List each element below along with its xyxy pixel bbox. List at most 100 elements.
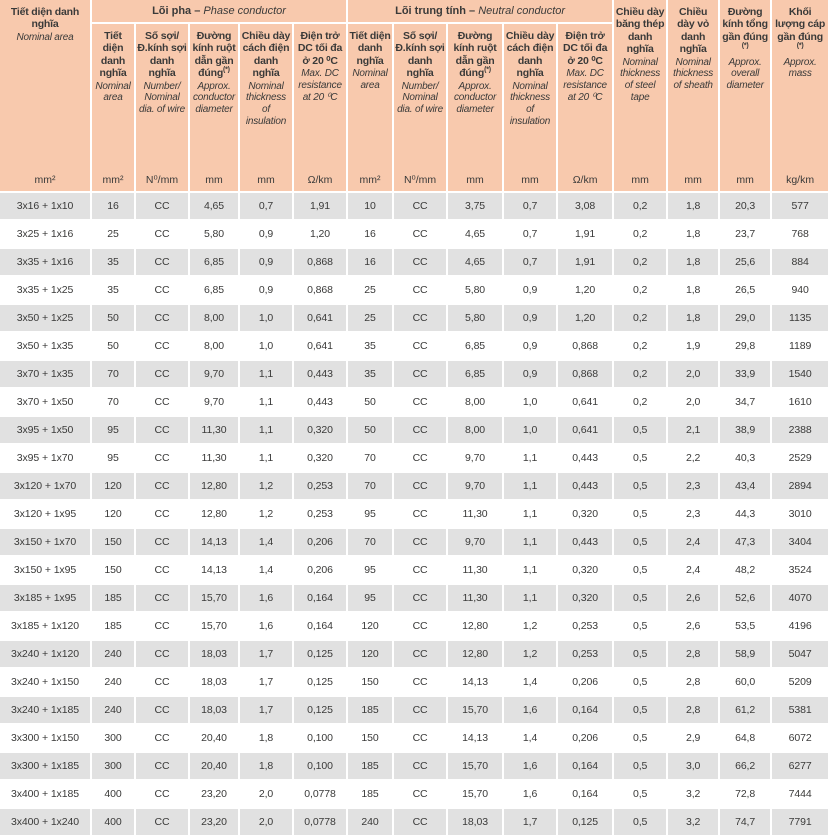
cell: CC	[136, 669, 188, 695]
cell: CC	[136, 417, 188, 443]
cell: 3x300 + 1x185	[0, 753, 90, 779]
cell: 0,5	[614, 669, 667, 695]
cell: 2,4	[668, 557, 719, 583]
cell: 1,4	[240, 557, 292, 583]
cell: 14,13	[448, 725, 503, 751]
header-label-vi: Điện trở DC tối đa ở 20 ⁰C	[297, 30, 343, 67]
column-header-nominal-area: Tiết diện danh nghĩa Nominal area mm²	[0, 0, 90, 191]
cell: 1,6	[504, 781, 557, 807]
cell: 0,9	[240, 221, 292, 247]
cell: 185	[348, 697, 393, 723]
cell: CC	[136, 445, 188, 471]
cell: 3,08	[558, 193, 613, 219]
cell: CC	[394, 557, 447, 583]
cell: 8,00	[448, 417, 503, 443]
unit-label: mm	[631, 174, 649, 186]
cell: 1610	[772, 389, 828, 415]
cell: 0,2	[614, 249, 667, 275]
cell: 0,0778	[294, 809, 347, 835]
group-header-row: Tiết diện danh nghĩa Nominal area mm² Lõ…	[0, 0, 828, 191]
cell: CC	[136, 305, 188, 331]
cell: 0,9	[504, 277, 557, 303]
cell: 0,320	[294, 417, 347, 443]
cell: 0,320	[558, 585, 613, 611]
cell: 1,1	[240, 361, 292, 387]
cell: 18,03	[190, 669, 238, 695]
column-header-mass: Khối lượng cáp gần đúng (*) Approx. mass…	[772, 0, 828, 191]
cell: 0,7	[240, 193, 292, 219]
cell: 1,1	[240, 389, 292, 415]
cell: 3x50 + 1x35	[0, 333, 90, 359]
cell: CC	[136, 753, 188, 779]
cell: 0,5	[614, 473, 667, 499]
cell: 1,20	[294, 221, 347, 247]
cell: 50	[348, 389, 393, 415]
cell: 240	[348, 809, 393, 835]
cell: 25,6	[720, 249, 771, 275]
cell: 48,2	[720, 557, 771, 583]
cell: 6,85	[448, 361, 503, 387]
cell: 7791	[772, 809, 828, 835]
cell: CC	[394, 417, 447, 443]
cell: 3x300 + 1x150	[0, 725, 90, 751]
cell: 61,2	[720, 697, 771, 723]
cell: 95	[348, 501, 393, 527]
cell: 18,03	[448, 809, 503, 835]
cell: 25	[92, 221, 134, 247]
cell: 185	[348, 753, 393, 779]
cell: 0,2	[614, 221, 667, 247]
header-label-vi: Số sợi/ Đ.kính sợi danh nghĩa	[395, 30, 445, 80]
cell: 150	[92, 557, 134, 583]
cell: CC	[394, 529, 447, 555]
cell: 47,3	[720, 529, 771, 555]
table-row: 3x185 + 1x120 185 CC 15,70 1,6 0,164 120 CC 12,8…	[0, 613, 828, 639]
cell: 150	[348, 725, 393, 751]
cell: CC	[394, 473, 447, 499]
cell: 0,5	[614, 445, 667, 471]
cell: 1,2	[504, 641, 557, 667]
cell: 11,30	[448, 585, 503, 611]
table-row: 3x95 + 1x70 95 CC 11,30 1,1 0,320 70 CC 9,70 1,1 0…	[0, 445, 828, 471]
cell: 2,3	[668, 501, 719, 527]
header-label-en: Max. DC resistance at 20 ⁰C	[563, 68, 607, 103]
cell: CC	[394, 333, 447, 359]
cell: 1,6	[504, 697, 557, 723]
cell: 12,80	[448, 641, 503, 667]
cell: 0,206	[294, 557, 347, 583]
cell: 34,7	[720, 389, 771, 415]
cell: 3x240 + 1x150	[0, 669, 90, 695]
cell: 3x70 + 1x50	[0, 389, 90, 415]
cell: 0,164	[294, 585, 347, 611]
cell: 95	[92, 417, 134, 443]
cell: 2,6	[668, 613, 719, 639]
cell: 0,253	[558, 641, 613, 667]
cell: 3x35 + 1x25	[0, 277, 90, 303]
header-label-vi: Chiều dày vỏ danh nghĩa	[677, 6, 710, 56]
column-header-phase-dc-resistance: Điện trở DC tối đa ở 20 ⁰C Max. DC resis…	[294, 24, 347, 191]
cell: 240	[92, 669, 134, 695]
header-label-vi: Tiết diện danh nghĩa	[10, 6, 80, 31]
header-label-en: Approx. conductor diameter	[453, 80, 497, 116]
cell: 0,443	[558, 445, 613, 471]
cell: 2,8	[668, 697, 719, 723]
cell: CC	[394, 809, 447, 835]
cell: 3010	[772, 501, 828, 527]
table-row: 3x150 + 1x70 150 CC 14,13 1,4 0,206 70 CC 9,70 1,…	[0, 529, 828, 555]
cell: CC	[136, 725, 188, 751]
column-group-neutral: Lõi trung tính – Neutral conductor	[348, 0, 613, 22]
cell: 0,164	[558, 697, 613, 723]
cell: 40,3	[720, 445, 771, 471]
cell: 64,8	[720, 725, 771, 751]
cell: 1,6	[240, 585, 292, 611]
column-header-neutral-conductor-diameter: Đường kính ruột dẫn gần đúng(*) Approx. …	[448, 24, 503, 191]
cell: 0,641	[294, 333, 347, 359]
cell: 15,70	[190, 613, 238, 639]
cell: 74,7	[720, 809, 771, 835]
cell: 1,0	[240, 333, 292, 359]
cell: 3x240 + 1x185	[0, 697, 90, 723]
table-row: 3x50 + 1x25 50 CC 8,00 1,0 0,641 25 CC 5,80 0,9 1,…	[0, 305, 828, 331]
cell: 35	[92, 277, 134, 303]
cell: 2,0	[240, 781, 292, 807]
cell: 0,9	[240, 249, 292, 275]
cell: 1,0	[240, 305, 292, 331]
